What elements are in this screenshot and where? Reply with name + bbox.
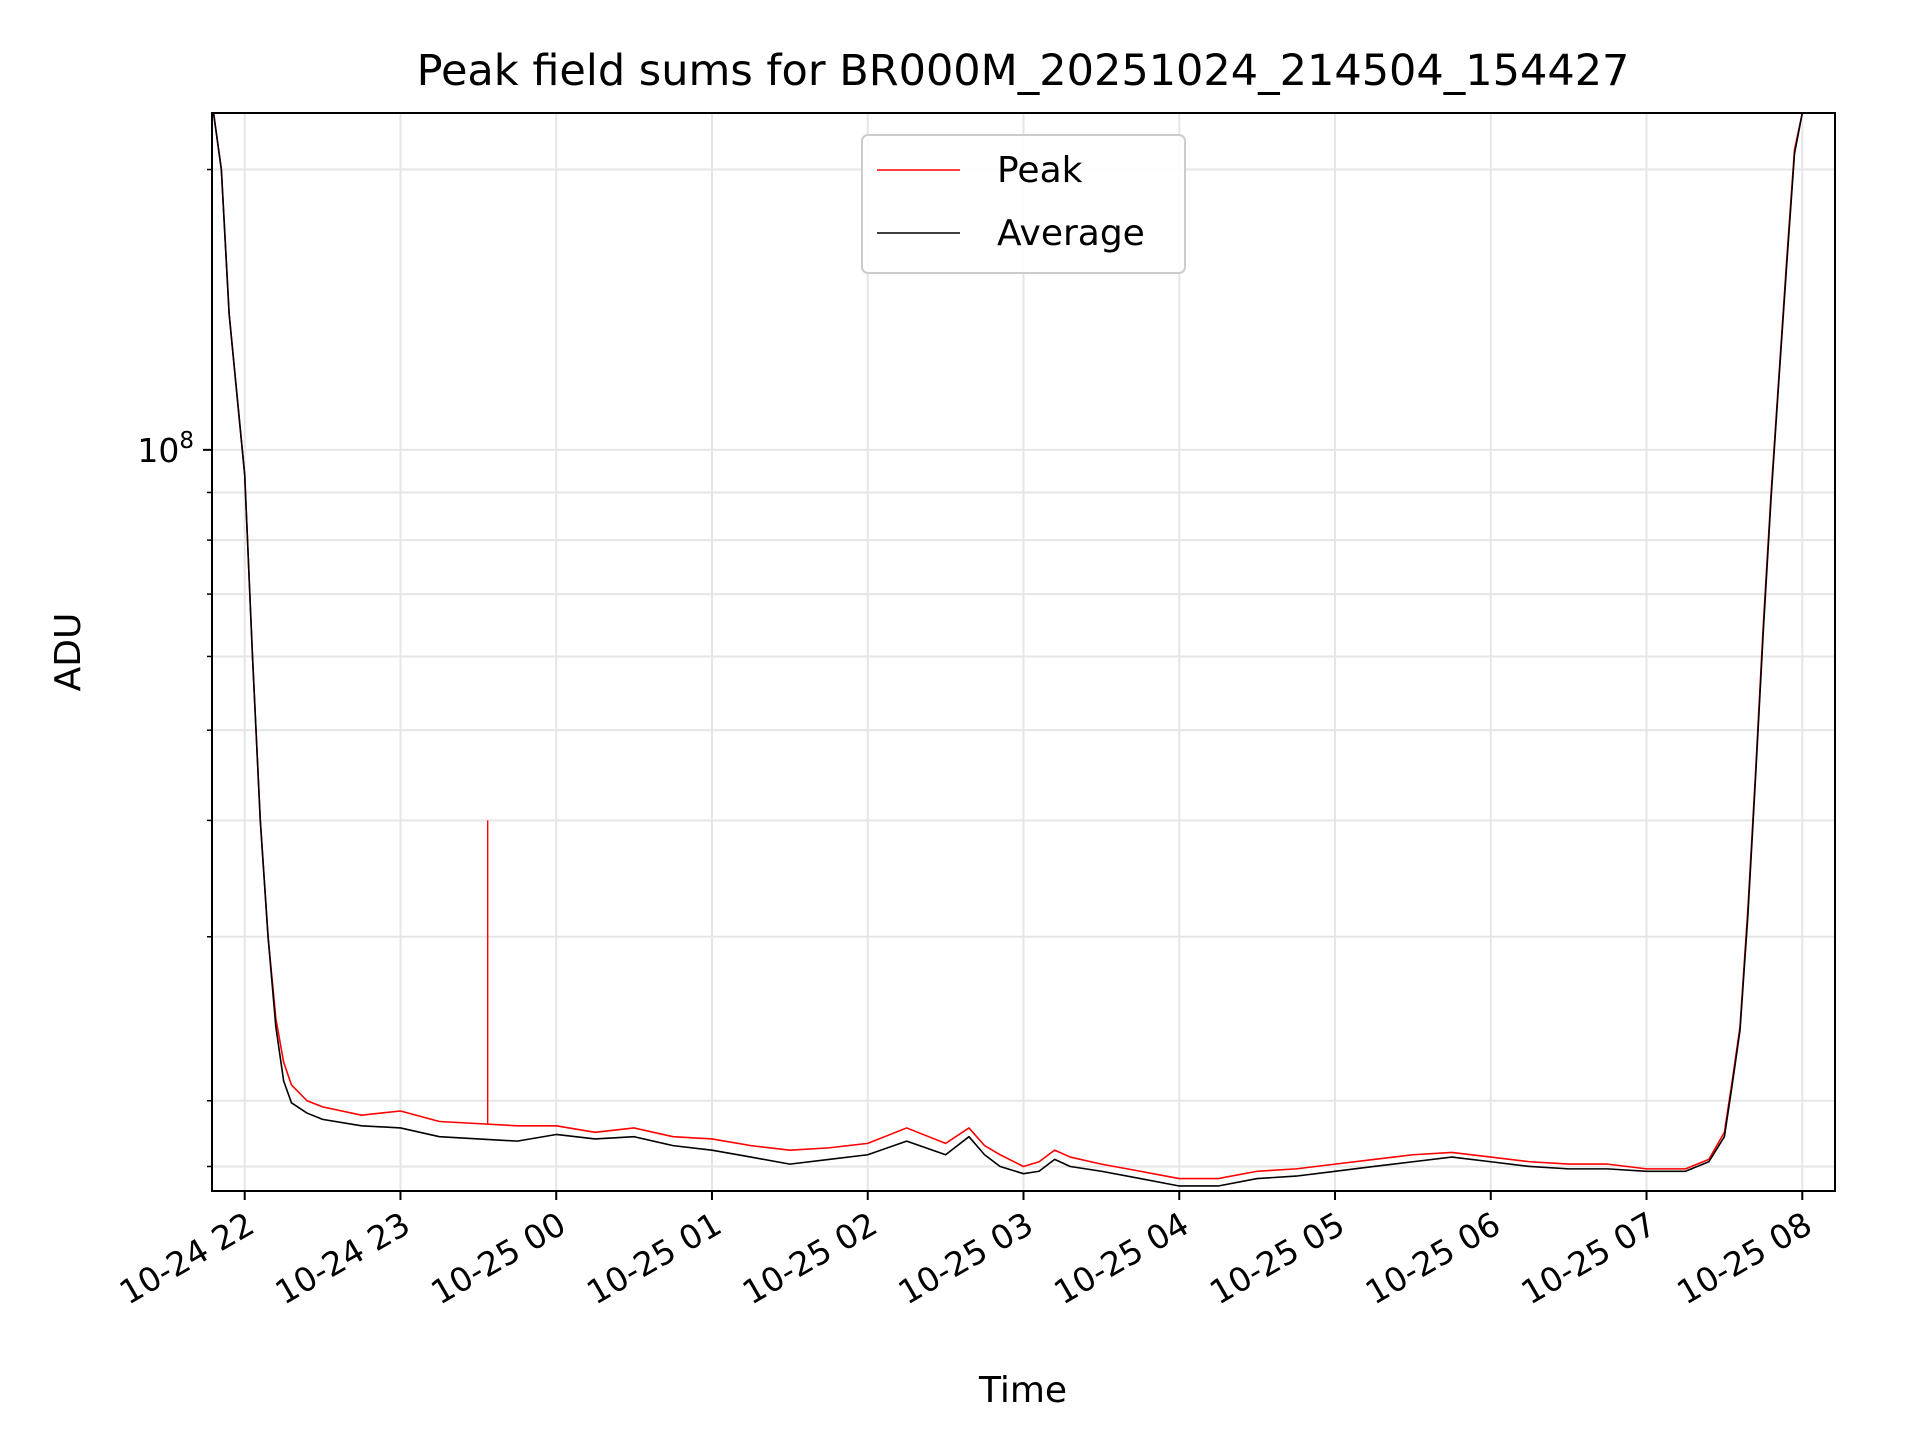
- series-line-average: [212, 112, 1804, 1187]
- y-tick-label-base: 10: [137, 431, 179, 470]
- legend-label-average: Average: [997, 213, 1145, 254]
- grid: [212, 113, 1835, 1191]
- chart-title: Peak field sums for BR000M_20251024_2145…: [417, 46, 1630, 96]
- y-tick-label: 108: [137, 428, 194, 470]
- series-line-peak: [212, 112, 1804, 1180]
- legend-label-peak: Peak: [997, 150, 1083, 191]
- legend: Peak Average: [861, 134, 1186, 274]
- x-axis-label: Time: [978, 1370, 1067, 1411]
- y-tick-label-exponent: 8: [179, 428, 194, 454]
- y-axis-ticks: 108: [137, 168, 212, 1168]
- plot-series: [212, 112, 1804, 1187]
- y-axis-label: ADU: [48, 613, 89, 692]
